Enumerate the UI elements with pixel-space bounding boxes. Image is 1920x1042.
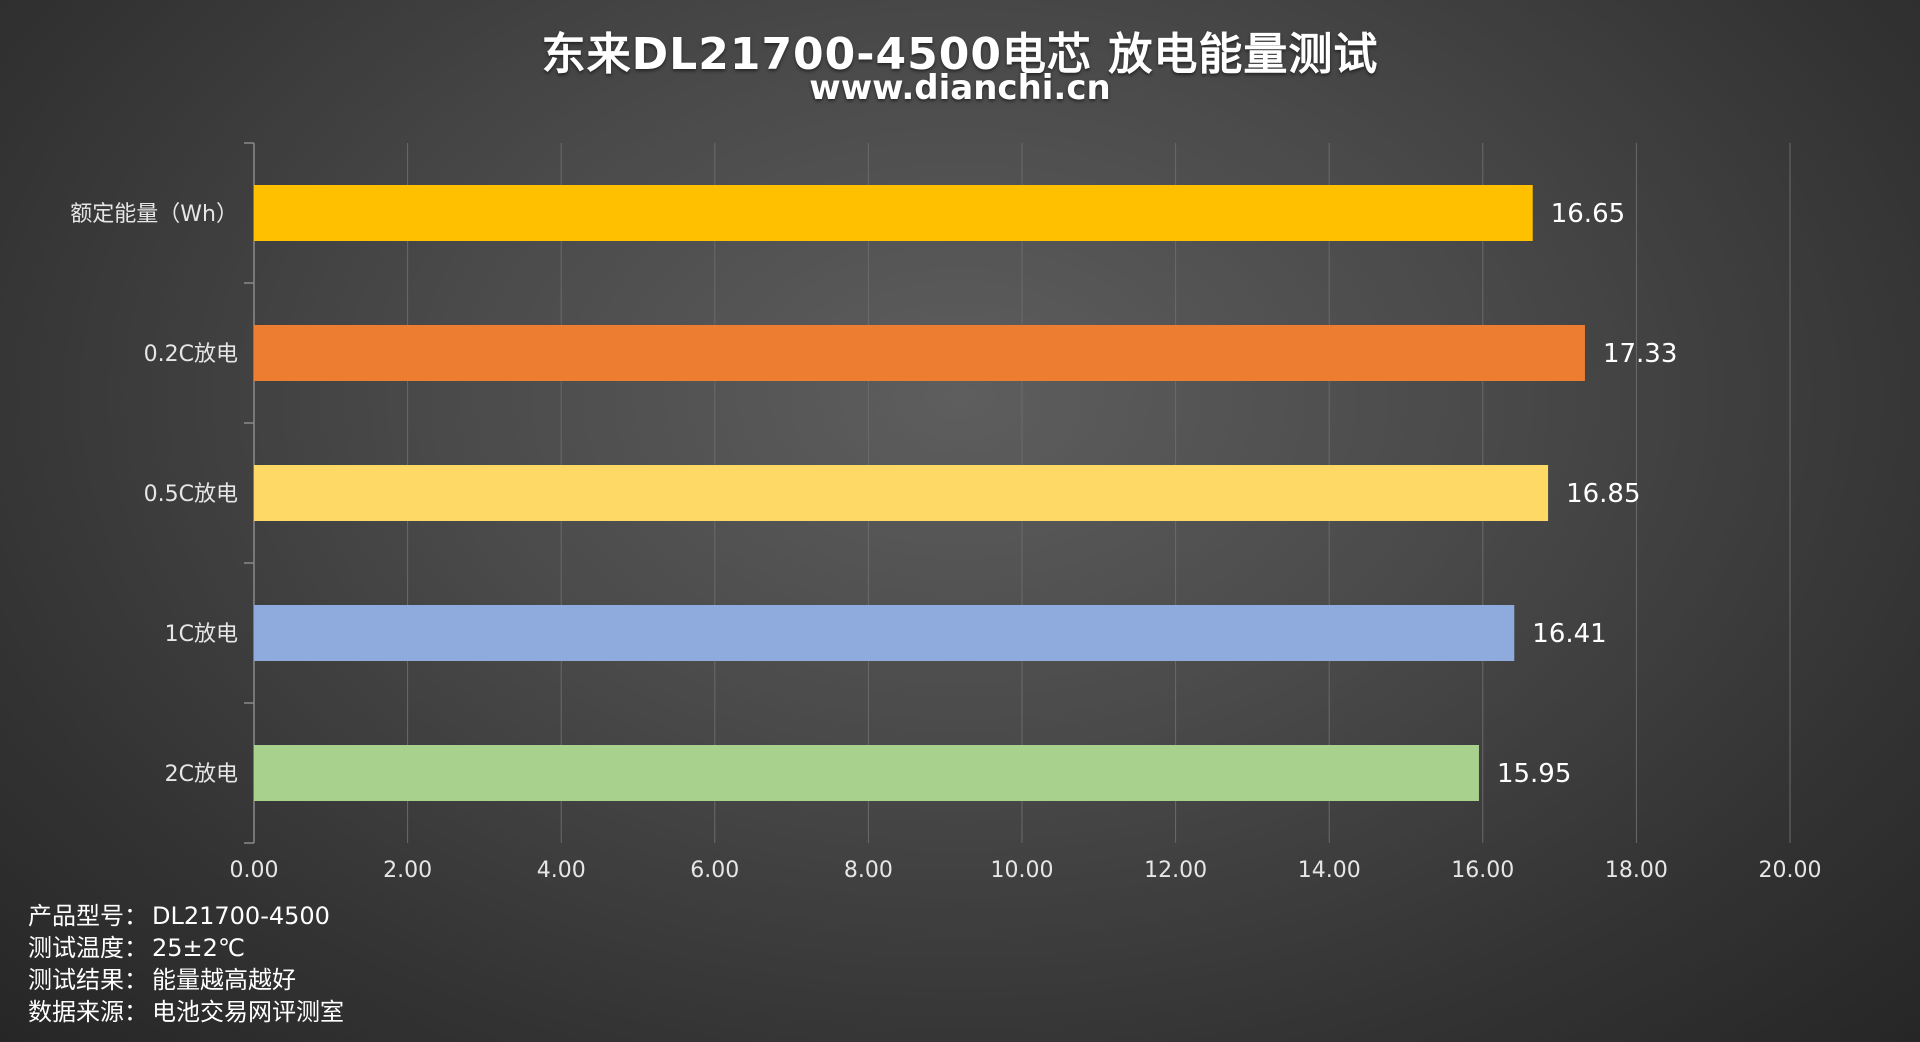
category-label: 0.2C放电: [144, 342, 238, 367]
data-label: 15.95: [1497, 759, 1571, 789]
x-tick-label: 6.00: [690, 858, 739, 883]
info-label: 测试温度：: [28, 934, 148, 962]
info-value: 能量越高越好: [152, 966, 296, 994]
bar: [254, 605, 1515, 661]
data-label: 16.41: [1532, 619, 1606, 649]
chart-subtitle: www.dianchi.cn: [809, 68, 1111, 108]
data-label: 16.65: [1551, 199, 1625, 229]
chart-title: 东来DL21700-4500电芯 放电能量测试: [541, 29, 1379, 80]
y-axis: [244, 142, 255, 844]
info-label: 数据来源：: [28, 998, 148, 1026]
info-line-source: 数据来源： 电池交易网评测室: [28, 996, 344, 1028]
info-value: DL21700-4500: [152, 902, 330, 930]
x-tick-label: 10.00: [991, 858, 1054, 883]
x-tick-label: 16.00: [1451, 858, 1514, 883]
info-line-result: 测试结果： 能量越高越好: [28, 964, 344, 996]
bar: [254, 185, 1533, 241]
bar: [254, 745, 1479, 801]
labels: 0.00 2.00 4.00 6.00 8.00 10.00 12.00 14.00 16.00…: [70, 199, 1821, 883]
info-label: 测试结果：: [28, 966, 148, 994]
data-label: 16.85: [1566, 479, 1640, 509]
bars: [254, 185, 1585, 801]
info-value: 电池交易网评测室: [152, 998, 344, 1026]
bar: [254, 465, 1549, 521]
category-label: 额定能量（Wh）: [70, 202, 238, 227]
category-label: 1C放电: [165, 622, 238, 647]
bar: [254, 325, 1585, 381]
info-value: 25±2℃: [152, 934, 245, 962]
x-tick-label: 18.00: [1605, 858, 1668, 883]
x-tick-label: 0.00: [230, 858, 279, 883]
info-line-temperature: 测试温度： 25±2℃: [28, 932, 344, 964]
x-tick-label: 12.00: [1144, 858, 1207, 883]
category-label: 2C放电: [165, 762, 238, 787]
x-tick-label: 2.00: [383, 858, 432, 883]
info-label: 产品型号：: [28, 902, 148, 930]
category-label: 0.5C放电: [144, 482, 238, 507]
x-tick-label: 14.00: [1298, 858, 1361, 883]
x-tick-label: 8.00: [844, 858, 893, 883]
info-panel: 产品型号： DL21700-4500 测试温度： 25±2℃ 测试结果： 能量越高越好…: [28, 900, 344, 1028]
x-tick-label: 20.00: [1759, 858, 1822, 883]
info-line-model: 产品型号： DL21700-4500: [28, 900, 344, 932]
x-tick-label: 4.00: [537, 858, 586, 883]
data-label: 17.33: [1603, 339, 1677, 369]
